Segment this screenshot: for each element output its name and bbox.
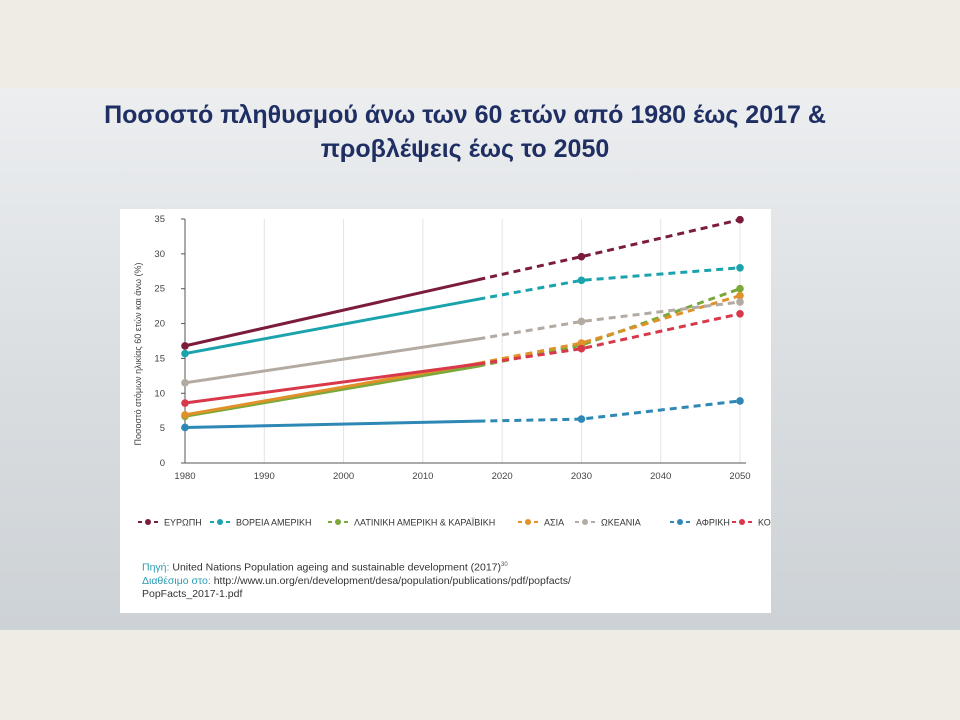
series-6 bbox=[181, 397, 744, 432]
x-tick-label: 2000 bbox=[333, 471, 354, 482]
series-projection-line bbox=[478, 294, 741, 365]
legend-label: ΩΚΕΑΝΙΑ bbox=[601, 518, 641, 528]
source-text: United Nations Population ageing and sus… bbox=[172, 561, 502, 574]
y-axis-title: Ποσοστό ατόμων ηλικίας 60 ετών και άνω (… bbox=[133, 262, 143, 446]
data-point bbox=[577, 415, 586, 423]
legend-marker bbox=[739, 519, 745, 525]
data-point bbox=[736, 264, 744, 272]
x-tick-label: 2050 bbox=[729, 471, 750, 482]
source-label: Πηγή: bbox=[142, 561, 170, 574]
legend-item-3: ΛΑΤΙΝΙΚΗ ΑΜΕΡΙΚΗ & ΚΑΡΑΪΒΙΚΗ bbox=[328, 518, 495, 528]
data-point bbox=[736, 298, 744, 306]
legend-marker bbox=[217, 519, 223, 525]
series-5 bbox=[181, 298, 744, 387]
legend-item-5: ΩΚΕΑΝΙΑ bbox=[575, 518, 641, 528]
data-point bbox=[736, 310, 744, 318]
source-note: Πηγή: United Nations Population ageing a… bbox=[142, 559, 742, 601]
legend-item-1: ΕΥΡΩΠΗ bbox=[138, 518, 202, 528]
available-line-2: PopFacts_2017-1.pdf bbox=[142, 588, 742, 601]
line-chart: 1980 1990 2000 2010 2020 2030 2040 205005101520… bbox=[138, 214, 771, 528]
data-point bbox=[577, 276, 586, 285]
available-link[interactable]: http://www.un.org/en/development/desa/po… bbox=[213, 574, 571, 587]
slide-title-line-1: Ποσοστό πληθυσμού άνω των 60 ετών από 19… bbox=[104, 101, 826, 129]
legend-label: ΛΑΤΙΝΙΚΗ ΑΜΕΡΙΚΗ & ΚΑΡΑΪΒΙΚΗ bbox=[354, 518, 495, 528]
x-tick-label: 2010 bbox=[412, 471, 433, 482]
legend-label: ΚΟΣΜΟΣ bbox=[758, 518, 771, 528]
legend-item-4: ΑΣΙΑ bbox=[518, 518, 564, 528]
legend-item-7: ΚΟΣΜΟΣ bbox=[732, 518, 771, 528]
series-layer bbox=[181, 215, 744, 432]
data-point bbox=[577, 317, 586, 326]
series-1 bbox=[181, 215, 744, 350]
legend-item-2: ΒΟΡΕΙΑ ΑΜΕΡΙΚΗ bbox=[210, 518, 312, 528]
legend-item-6: ΑΦΡΙΚΗ bbox=[670, 518, 730, 528]
y-tick-label: 20 bbox=[154, 319, 165, 330]
series-observed-line bbox=[183, 337, 480, 385]
data-point bbox=[577, 252, 586, 261]
x-tick-label: 2030 bbox=[571, 471, 592, 482]
legend-label: ΒΟΡΕΙΑ ΑΜΕΡΙΚΗ bbox=[236, 518, 312, 528]
series-observed-line bbox=[183, 419, 480, 429]
legend-marker bbox=[582, 519, 588, 525]
legend-layer: ΕΥΡΩΠΗ ΒΟΡΕΙΑ ΑΜΕΡΙΚΗ ΛΑΤΙΝΙΚΗ ΑΜΕΡΙΚΗ & Κ… bbox=[138, 518, 771, 528]
data-point bbox=[736, 397, 744, 405]
legend-label: ΑΦΡΙΚΗ bbox=[696, 518, 730, 528]
x-tick-label: 1990 bbox=[254, 471, 275, 482]
y-tick-label: 25 bbox=[154, 284, 165, 295]
series-projection-line bbox=[478, 266, 741, 301]
data-point bbox=[736, 284, 744, 293]
series-observed-line bbox=[183, 297, 480, 356]
y-tick-label: 35 bbox=[154, 214, 165, 225]
legend-marker bbox=[145, 519, 151, 525]
series-7 bbox=[181, 310, 744, 407]
data-point bbox=[181, 411, 189, 419]
legend-label: ΑΣΙΑ bbox=[544, 518, 564, 528]
source-ref: 30 bbox=[501, 562, 508, 568]
available-line: Διαθέσιμο στο: http://www.un.org/en/deve… bbox=[142, 575, 742, 588]
series-projection-line bbox=[478, 218, 741, 282]
data-point bbox=[181, 379, 189, 387]
data-point bbox=[736, 291, 744, 300]
legend-marker bbox=[525, 519, 531, 525]
x-tick-label: 2020 bbox=[492, 471, 513, 482]
data-point bbox=[181, 399, 189, 407]
available-link-2[interactable]: PopFacts_2017-1.pdf bbox=[142, 587, 243, 600]
series-observed-line bbox=[183, 278, 480, 348]
slide-title-line-2: προβλέψεις έως το 2050 bbox=[320, 135, 610, 163]
series-projection-line bbox=[478, 287, 741, 368]
y-tick-label: 5 bbox=[160, 423, 165, 434]
y-tick-label: 15 bbox=[154, 353, 165, 364]
data-point bbox=[181, 423, 189, 432]
slide-title: Ποσοστό πληθυσμού άνω των 60 ετών από 19… bbox=[0, 98, 930, 166]
chart-card: 1980 1990 2000 2010 2020 2030 2040 2050 0 5 10 15 20… bbox=[120, 209, 771, 613]
legend-marker bbox=[335, 519, 341, 525]
data-point bbox=[181, 349, 189, 358]
x-tick-label: 1980 bbox=[174, 471, 195, 482]
series-projection-line bbox=[478, 399, 741, 423]
axis-layer: 1980 1990 2000 2010 2020 2030 2040 205005101520… bbox=[154, 214, 750, 482]
data-point bbox=[577, 344, 586, 353]
x-tick-label: 2040 bbox=[650, 471, 671, 482]
data-point bbox=[181, 342, 189, 350]
data-point bbox=[577, 339, 586, 347]
y-tick-label: 10 bbox=[154, 388, 165, 399]
data-point bbox=[736, 215, 744, 224]
y-tick-label: 0 bbox=[160, 458, 165, 469]
y-tick-label: 30 bbox=[154, 249, 165, 260]
series-observed-line bbox=[183, 364, 480, 418]
legend-label: ΕΥΡΩΠΗ bbox=[164, 518, 202, 528]
available-label: Διαθέσιμο στο: bbox=[142, 574, 211, 587]
legend-marker bbox=[677, 519, 683, 525]
series-2 bbox=[181, 264, 744, 358]
source-line: Πηγή: United Nations Population ageing a… bbox=[142, 559, 742, 575]
y-axis-title-box: Ποσοστό ατόμων ηλικίας 60 ετών και άνω (… bbox=[131, 244, 145, 464]
series-observed-line bbox=[183, 362, 480, 405]
